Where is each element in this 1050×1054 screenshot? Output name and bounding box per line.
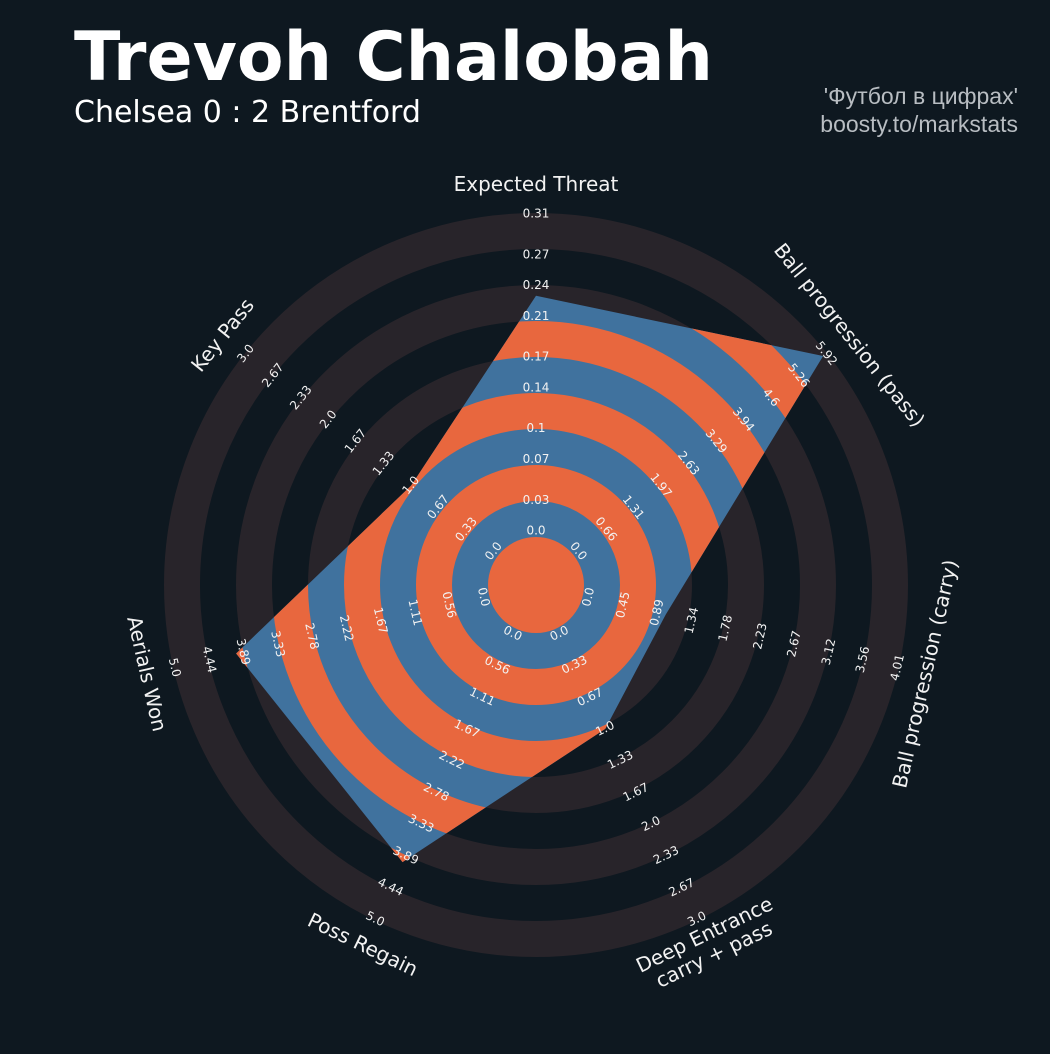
tick-label: 3.33 (268, 629, 288, 658)
tick-label: 1.11 (405, 598, 425, 627)
tick-label: 0.21 (523, 309, 550, 323)
tick-label: 0.0 (579, 586, 597, 608)
tick-label: 1.67 (371, 606, 391, 635)
credit: boosty.to/markstats (820, 111, 1018, 137)
axis-label: Expected Threat (454, 172, 619, 196)
tick-label: 0.24 (523, 278, 550, 292)
tick-label: 0.07 (523, 452, 550, 466)
axis-label: Aerials Won (123, 614, 173, 734)
tick-label: 3.89 (234, 637, 254, 666)
tick-label: 4.01 (887, 653, 907, 682)
tick-label: 1.34 (682, 606, 702, 635)
tick-label: 0.0 (526, 524, 545, 538)
chart-subtitle: Chelsea 0 : 2 Brentford (74, 95, 421, 130)
tick-label: 0.0 (475, 586, 493, 608)
chart-title: Trevoh Chalobah (74, 18, 713, 97)
tick-label: 2.78 (302, 622, 322, 651)
tick-label: 4.44 (200, 645, 220, 674)
axis-label-line: Expected Threat (454, 172, 619, 196)
ring (488, 537, 584, 633)
tick-label: 1.78 (716, 614, 736, 643)
tick-label: 0.03 (523, 493, 550, 507)
tick-label: 0.89 (647, 598, 667, 627)
tick-label: 0.45 (613, 590, 633, 619)
background-ring (164, 213, 908, 957)
credit: 'Футбол в цифрах' (824, 83, 1018, 109)
tick-label: 3.12 (819, 637, 839, 666)
tick-label: 2.22 (337, 614, 357, 643)
tick-label: 0.31 (523, 207, 550, 221)
tick-label: 0.14 (523, 380, 550, 394)
axis-label-line: Aerials Won (123, 614, 173, 734)
tick-label: 2.23 (750, 622, 770, 651)
tick-label: 0.27 (523, 247, 550, 261)
tick-label: 3.56 (853, 645, 873, 674)
tick-label: 0.17 (523, 350, 550, 364)
tick-label: 0.56 (439, 590, 459, 619)
tick-label: 5.0 (166, 657, 184, 679)
ring (416, 465, 656, 705)
tick-label: 0.1 (526, 421, 545, 435)
tick-label: 2.67 (784, 629, 804, 658)
